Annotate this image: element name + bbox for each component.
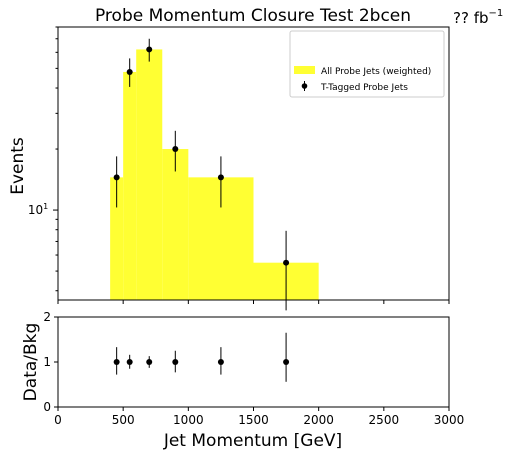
hist-bar [136,49,163,300]
hist-bar [110,177,124,300]
y-tick-label-bottom: 0 [43,400,51,414]
legend-hist-swatch [294,66,315,74]
x-tick-label: 3000 [434,413,465,427]
hist-bar [123,71,137,300]
legend-frame [289,30,445,98]
data-point [283,259,290,266]
data-point [113,174,120,181]
top-plot-area: 101 [28,26,450,311]
ratio-point [113,359,120,365]
top-plot-frame [57,26,450,301]
x-axis-label: Jet Momentum [GeV] [163,431,342,451]
data-point [172,146,179,153]
x-tick-label: 500 [112,413,135,427]
data-point [126,68,133,75]
legend-hist-label: All Probe Jets (weighted) [321,67,431,77]
data-point [217,174,224,181]
lumi-value: ?? fb [453,9,489,27]
lumi-label: ?? fb−1 [453,8,503,27]
y-axis-label-bottom: Data/Bkg [21,323,41,402]
y-tick-label-exp: 1 [43,202,48,211]
ratio-point [126,359,133,365]
y-tick-label-top: 101 [28,202,48,217]
hist-bar [162,149,189,300]
ratio-point [172,359,179,365]
ratio-point [217,359,224,365]
ratio-point [146,359,153,365]
y-tick-label-bottom: 1 [43,355,51,369]
legend-points-label: T-Tagged Probe Jets [320,83,408,93]
y-axis-label-top: Events [8,137,28,195]
x-tick-label: 0 [54,413,62,427]
bottom-plot-frame [57,316,450,408]
y-tick-label-bottom: 2 [43,310,51,324]
data-point [146,46,153,53]
ratio-point [283,359,290,365]
x-tick-label: 1000 [173,413,204,427]
bottom-plot-area: 0 500 1000 1500 2000 2500 3000 0 1 2 [43,310,464,427]
legend-points-marker [301,83,308,89]
x-tick-label: 1500 [238,413,269,427]
legend: All Probe Jets (weighted) T-Tagged Probe… [289,30,445,98]
x-tick-label: 2500 [369,413,400,427]
lumi-exponent: −1 [489,8,504,19]
chart-title: Probe Momentum Closure Test 2bcen [95,6,411,26]
x-tick-label: 2000 [303,413,334,427]
